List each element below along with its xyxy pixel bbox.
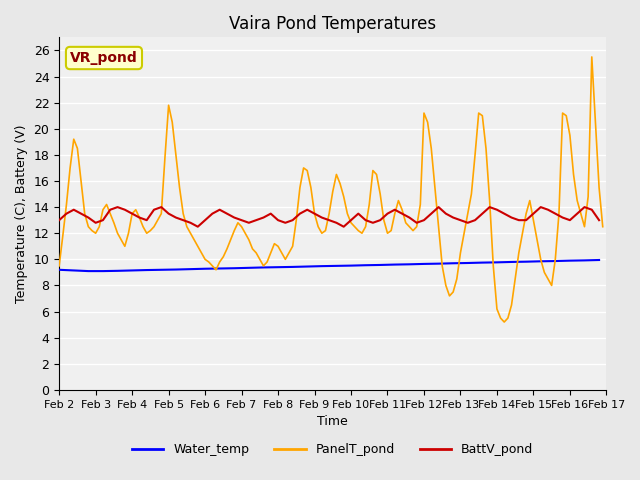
- Y-axis label: Temperature (C), Battery (V): Temperature (C), Battery (V): [15, 124, 28, 303]
- X-axis label: Time: Time: [317, 415, 348, 428]
- Legend: Water_temp, PanelT_pond, BattV_pond: Water_temp, PanelT_pond, BattV_pond: [127, 438, 538, 461]
- Title: Vaira Pond Temperatures: Vaira Pond Temperatures: [229, 15, 436, 33]
- Text: VR_pond: VR_pond: [70, 51, 138, 65]
